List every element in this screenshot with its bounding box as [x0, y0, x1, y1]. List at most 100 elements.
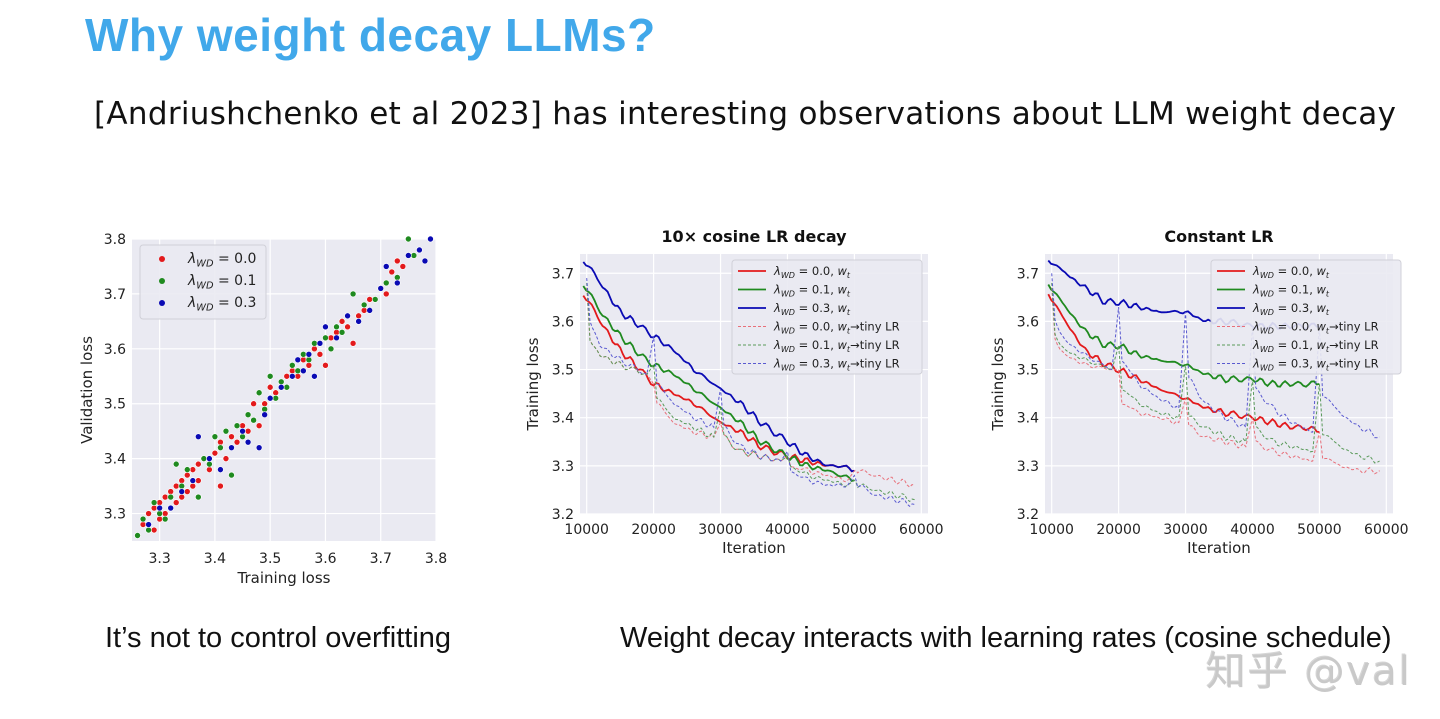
- scatter-point: [239, 422, 246, 429]
- y-tick-label: 3.3: [104, 507, 126, 523]
- scatter-point: [255, 422, 263, 429]
- y-tick-label: 3.5: [552, 363, 574, 379]
- watermark: 知乎 @val: [1205, 648, 1412, 694]
- scatter-point: [150, 504, 158, 512]
- caption-lr-interaction: Weight decay interacts with learning rat…: [620, 622, 1392, 654]
- x-tick-label: 3.6: [314, 551, 336, 567]
- legend-label: λWD = 0.1, wt→tiny LR: [1252, 338, 1379, 354]
- y-axis-label: Validation loss: [78, 336, 96, 444]
- scatter-point: [300, 356, 307, 364]
- scatter-point: [305, 351, 313, 358]
- series-line-tiny-lr: [586, 282, 915, 503]
- scatter-point: [145, 526, 152, 534]
- scatter-point: [206, 460, 213, 468]
- y-tick-label: 3.7: [1017, 266, 1039, 282]
- scatter-point: [183, 488, 191, 495]
- scatter-point: [371, 296, 379, 303]
- scatter-point: [382, 279, 390, 287]
- scatter-point: [156, 504, 163, 512]
- scatter-point: [311, 345, 318, 353]
- y-tick-label: 3.5: [104, 397, 126, 413]
- scatter-point: [366, 307, 373, 314]
- x-tick-label: 10000: [1029, 522, 1074, 538]
- scatter-point: [250, 400, 257, 408]
- scatter-point: [283, 372, 291, 380]
- legend-label: λWD = 0.1, wt: [773, 283, 851, 299]
- scatter-point: [421, 257, 429, 265]
- x-tick-label: 3.4: [204, 551, 226, 567]
- x-tick-label: 30000: [1163, 522, 1208, 538]
- scatter-point: [288, 361, 296, 369]
- scatter-point: [145, 521, 152, 528]
- x-tick-label: 40000: [1230, 522, 1275, 538]
- scatter-point: [360, 301, 368, 309]
- scatter-point: [195, 433, 202, 440]
- y-tick-label: 3.8: [104, 232, 126, 248]
- scatter-point: [217, 466, 224, 473]
- scatter-point: [405, 252, 412, 259]
- scatter-point: [261, 405, 268, 413]
- scatter-point: [377, 285, 385, 292]
- legend-marker: [159, 278, 165, 284]
- scatter-point: [266, 383, 274, 391]
- scatter-point: [355, 312, 362, 320]
- scatter-point: [333, 334, 340, 342]
- scatter-point: [244, 438, 252, 446]
- legend-label: λWD = 0.1: [187, 273, 256, 292]
- line-chart-cosine-lr: 10000 20000 30000 40000 50000 60000 3.2 3.3 3.4 3…: [524, 227, 944, 557]
- legend-label: λWD = 0.0, wt→tiny LR: [1252, 320, 1379, 336]
- x-tick-label: 20000: [1096, 522, 1141, 538]
- legend-label: λWD = 0.0: [187, 251, 256, 270]
- scatter-point: [206, 466, 213, 473]
- scatter-point: [294, 367, 302, 375]
- y-tick-label: 3.7: [552, 266, 574, 282]
- scatter-point: [416, 246, 423, 254]
- y-tick-label: 3.6: [104, 342, 126, 358]
- x-tick-label: 40000: [765, 522, 810, 538]
- series-line: [582, 295, 855, 473]
- x-tick-label: 60000: [899, 522, 944, 538]
- scatter-point: [266, 394, 274, 402]
- scatter-point: [250, 416, 257, 424]
- series-line-tiny-lr: [1051, 273, 1380, 439]
- scatter-point: [206, 455, 213, 462]
- series-line: [582, 285, 855, 483]
- scatter-point: [300, 367, 307, 375]
- scatter-point: [322, 323, 329, 331]
- scatter-point: [344, 323, 351, 331]
- legend: λWD = 0.0 λWD = 0.1 λWD = 0.3: [139, 244, 267, 320]
- scatter-point: [338, 318, 346, 325]
- scatter-point: [294, 356, 302, 364]
- scatter-point: [217, 482, 224, 490]
- scatter-point: [222, 455, 230, 462]
- slide-subtitle: [Andriushchenko et al 2023] has interest…: [94, 96, 1397, 132]
- scatter-point: [366, 296, 373, 303]
- scatter-point: [189, 482, 197, 490]
- scatter-point: [178, 488, 186, 495]
- scatter-point: [217, 438, 224, 446]
- chart-title: Constant LR: [1164, 227, 1273, 246]
- scatter-point: [244, 427, 252, 435]
- scatter-point: [139, 515, 147, 523]
- scatter-point: [327, 334, 335, 342]
- scatter-point: [195, 460, 202, 468]
- scatter-point: [244, 411, 252, 419]
- scatter-point: [388, 268, 396, 276]
- x-tick-label: 50000: [1297, 522, 1342, 538]
- scatter-point: [349, 340, 357, 347]
- scatter-points: [134, 235, 434, 539]
- scatter-point: [255, 389, 263, 397]
- scatter-point: [222, 427, 230, 435]
- scatter-point: [394, 257, 401, 265]
- scatter-point: [277, 383, 285, 391]
- legend-box: [1210, 259, 1402, 375]
- scatter-point: [322, 334, 329, 342]
- y-tick-label: 3.2: [1017, 507, 1039, 523]
- scatter-point: [211, 433, 219, 440]
- legend-label: λWD = 0.0, wt: [773, 264, 851, 280]
- scatter-point: [178, 477, 186, 484]
- scatter-point: [288, 367, 296, 375]
- scatter-point: [156, 510, 163, 517]
- scatter-point: [172, 482, 180, 490]
- legend: λWD = 0.0, wt λWD = 0.1, wt λWD = 0.3, wt λ…: [731, 259, 923, 375]
